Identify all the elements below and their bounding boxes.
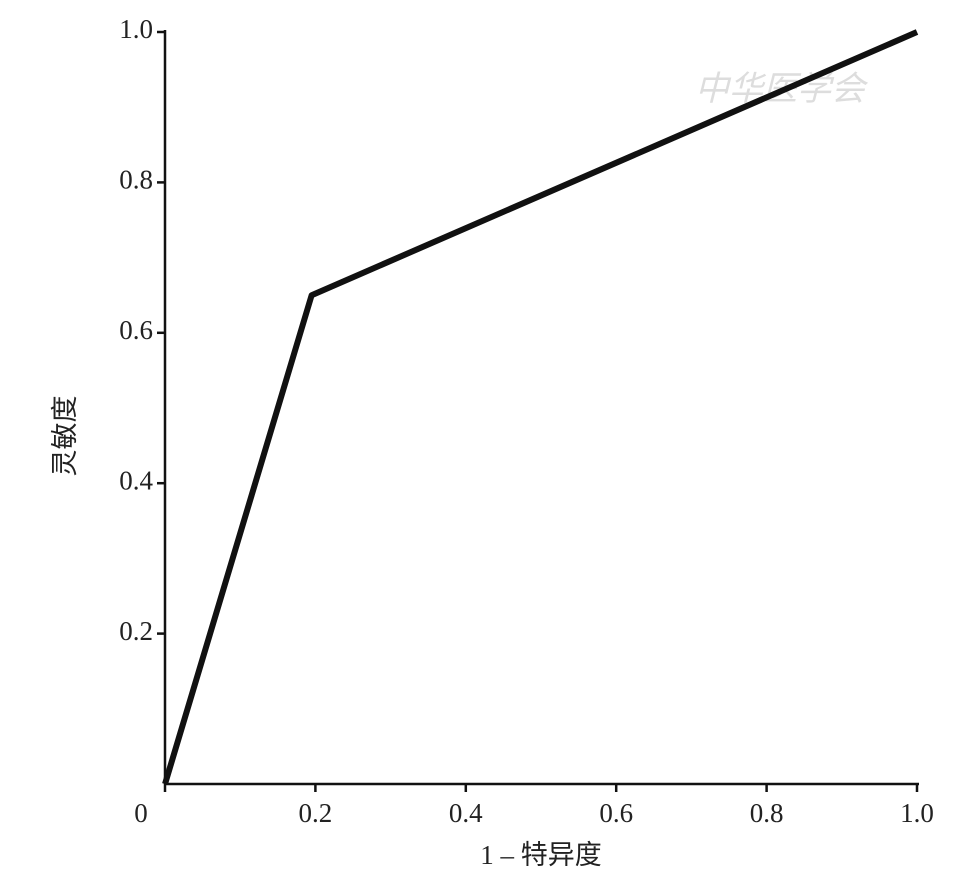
- x-tick-label: 0.4: [449, 798, 483, 828]
- x-tick-label: 0.6: [599, 798, 633, 828]
- y-tick-label: 1.0: [119, 14, 153, 44]
- y-tick-label: 0.8: [119, 165, 153, 195]
- x-tick-label: 0: [134, 798, 148, 828]
- x-axis-title: 1 – 特异度: [480, 840, 602, 870]
- y-axis-title: 灵敏度: [50, 396, 80, 477]
- x-tick-label: 0.8: [750, 798, 784, 828]
- x-tick-label: 1.0: [900, 798, 934, 828]
- y-tick-label: 0.4: [119, 465, 153, 495]
- roc-line: [162, 29, 919, 785]
- y-tick-label: 0.6: [119, 315, 153, 345]
- x-tick-label: 0.2: [299, 798, 333, 828]
- y-tick-label: 0.2: [119, 616, 153, 646]
